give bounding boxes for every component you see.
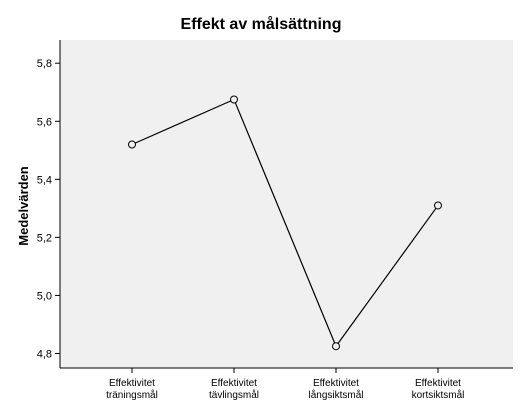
y-tick-label: 5,8 — [37, 58, 52, 70]
data-point — [434, 201, 442, 210]
y-tick-label: 5,4 — [37, 174, 52, 186]
x-axis: Effektivitet träningsmål Effektivitet tävli… — [60, 367, 513, 401]
data-point — [332, 342, 340, 351]
x-tick-label: Effektivitet tävlingsmål — [209, 378, 259, 401]
y-tick-label: 5,6 — [37, 116, 52, 128]
y-tick-label: 4,8 — [37, 348, 52, 360]
y-axis-label: Medelvärden — [16, 166, 31, 246]
data-point — [128, 140, 136, 149]
series-line — [131, 98, 439, 348]
x-tick-label: Effektivitet långsiktsmål — [308, 378, 363, 401]
series-layer — [128, 95, 442, 351]
y-tick-label: 5,2 — [37, 232, 52, 244]
y-axis: 4,8 5,0 5,2 5,4 5,6 5,8 — [37, 40, 61, 368]
x-tick-label: Effektivitet kortsiktsmål — [412, 378, 465, 401]
data-point — [230, 95, 238, 104]
plot-area — [60, 40, 513, 368]
chart-title: Effekt av målsättning — [181, 15, 342, 33]
y-tick-label: 5,0 — [37, 290, 52, 302]
x-tick-label: Effektivitet träningsmål — [106, 378, 158, 401]
